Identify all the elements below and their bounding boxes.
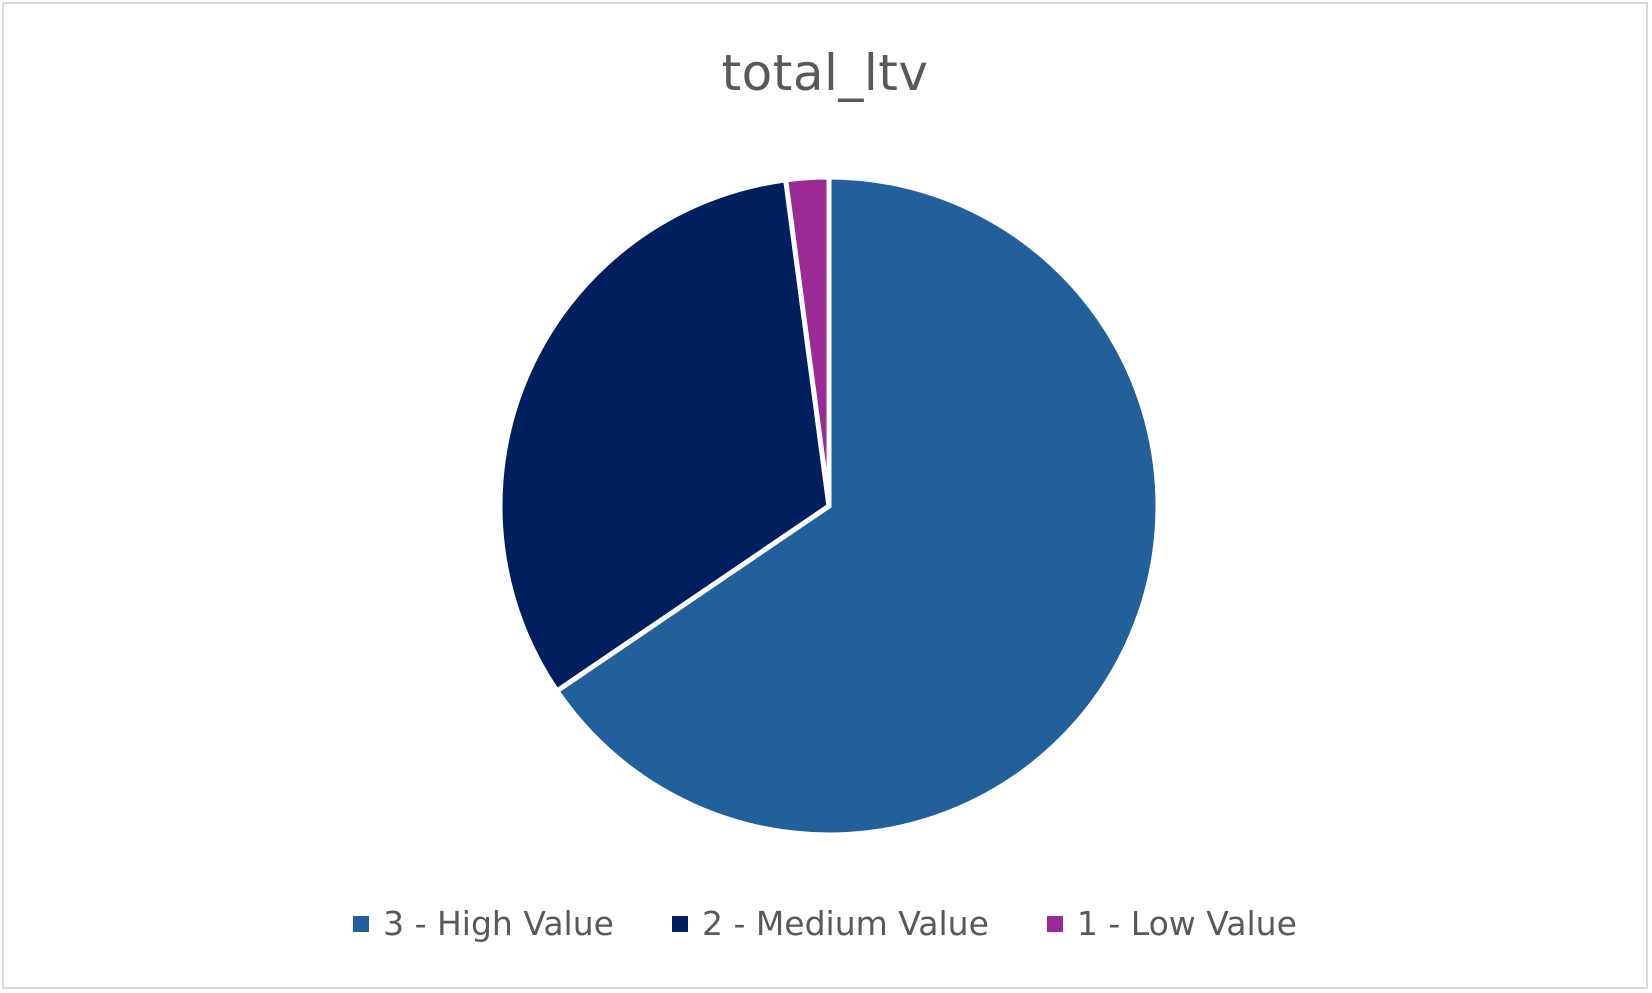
legend-label-high-value: 3 - High Value	[383, 904, 614, 943]
pie-slice-low-value	[782, 174, 832, 507]
legend-swatch-medium-value	[671, 915, 688, 932]
legend-swatch-high-value	[353, 915, 370, 932]
pie-slice-medium-value	[497, 177, 832, 695]
pie-slice-high-value	[553, 174, 1161, 838]
legend-swatch-low-value	[1046, 915, 1063, 932]
chart-title: total_ltv	[721, 44, 929, 102]
legend-label-low-value: 1 - Low Value	[1076, 904, 1297, 943]
pie-chart	[497, 174, 1161, 838]
legend-item-low-value: 1 - Low Value	[1046, 904, 1297, 943]
legend-item-medium-value: 2 - Medium Value	[671, 904, 989, 943]
chart-legend: 3 - High Value 2 - Medium Value 1 - Low …	[4, 904, 1646, 943]
legend-item-high-value: 3 - High Value	[353, 904, 614, 943]
legend-label-medium-value: 2 - Medium Value	[701, 904, 989, 943]
